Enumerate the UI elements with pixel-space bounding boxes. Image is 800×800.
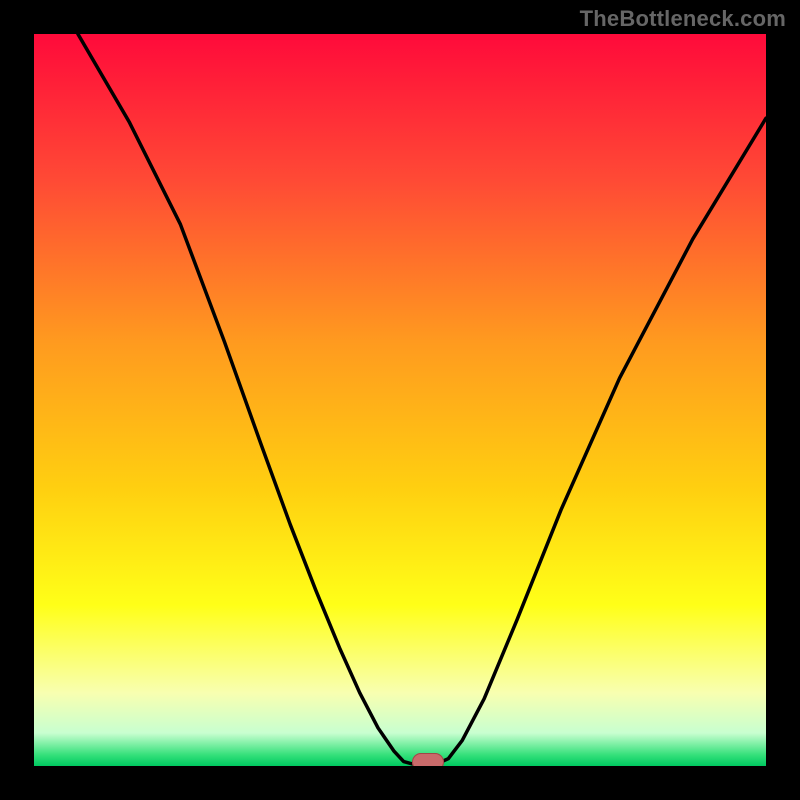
watermark-text: TheBottleneck.com [580,6,786,32]
chart-frame: TheBottleneck.com [0,0,800,800]
bottleneck-curve [34,34,766,766]
optimum-marker [412,753,444,766]
curve-path [78,34,766,765]
plot-area [34,34,766,766]
